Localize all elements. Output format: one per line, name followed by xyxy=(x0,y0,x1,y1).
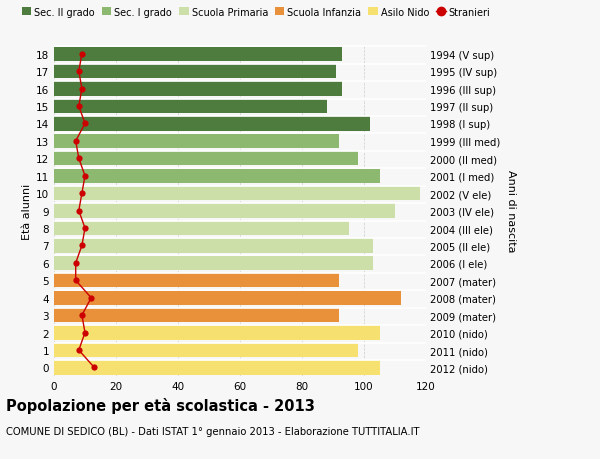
Bar xyxy=(54,343,358,358)
Bar xyxy=(54,117,370,131)
Y-axis label: Età alunni: Età alunni xyxy=(22,183,32,239)
Bar xyxy=(54,47,342,62)
Bar xyxy=(54,274,339,288)
Bar xyxy=(54,204,395,218)
Bar xyxy=(54,308,339,323)
Bar xyxy=(54,221,349,235)
Bar xyxy=(54,187,420,201)
Bar xyxy=(54,134,339,149)
Bar xyxy=(54,239,373,253)
Bar xyxy=(54,169,380,184)
Bar xyxy=(54,82,342,96)
Bar xyxy=(54,256,373,270)
Text: COMUNE DI SEDICO (BL) - Dati ISTAT 1° gennaio 2013 - Elaborazione TUTTITALIA.IT: COMUNE DI SEDICO (BL) - Dati ISTAT 1° ge… xyxy=(6,426,419,436)
Bar xyxy=(54,291,401,305)
Y-axis label: Anni di nascita: Anni di nascita xyxy=(506,170,516,252)
Bar xyxy=(54,326,380,340)
Text: Popolazione per età scolastica - 2013: Popolazione per età scolastica - 2013 xyxy=(6,397,315,413)
Bar xyxy=(54,361,380,375)
Bar xyxy=(54,152,358,166)
Bar xyxy=(54,65,336,79)
Legend: Sec. II grado, Sec. I grado, Scuola Primaria, Scuola Infanzia, Asilo Nido, Stran: Sec. II grado, Sec. I grado, Scuola Prim… xyxy=(22,8,490,18)
Bar xyxy=(54,100,327,114)
